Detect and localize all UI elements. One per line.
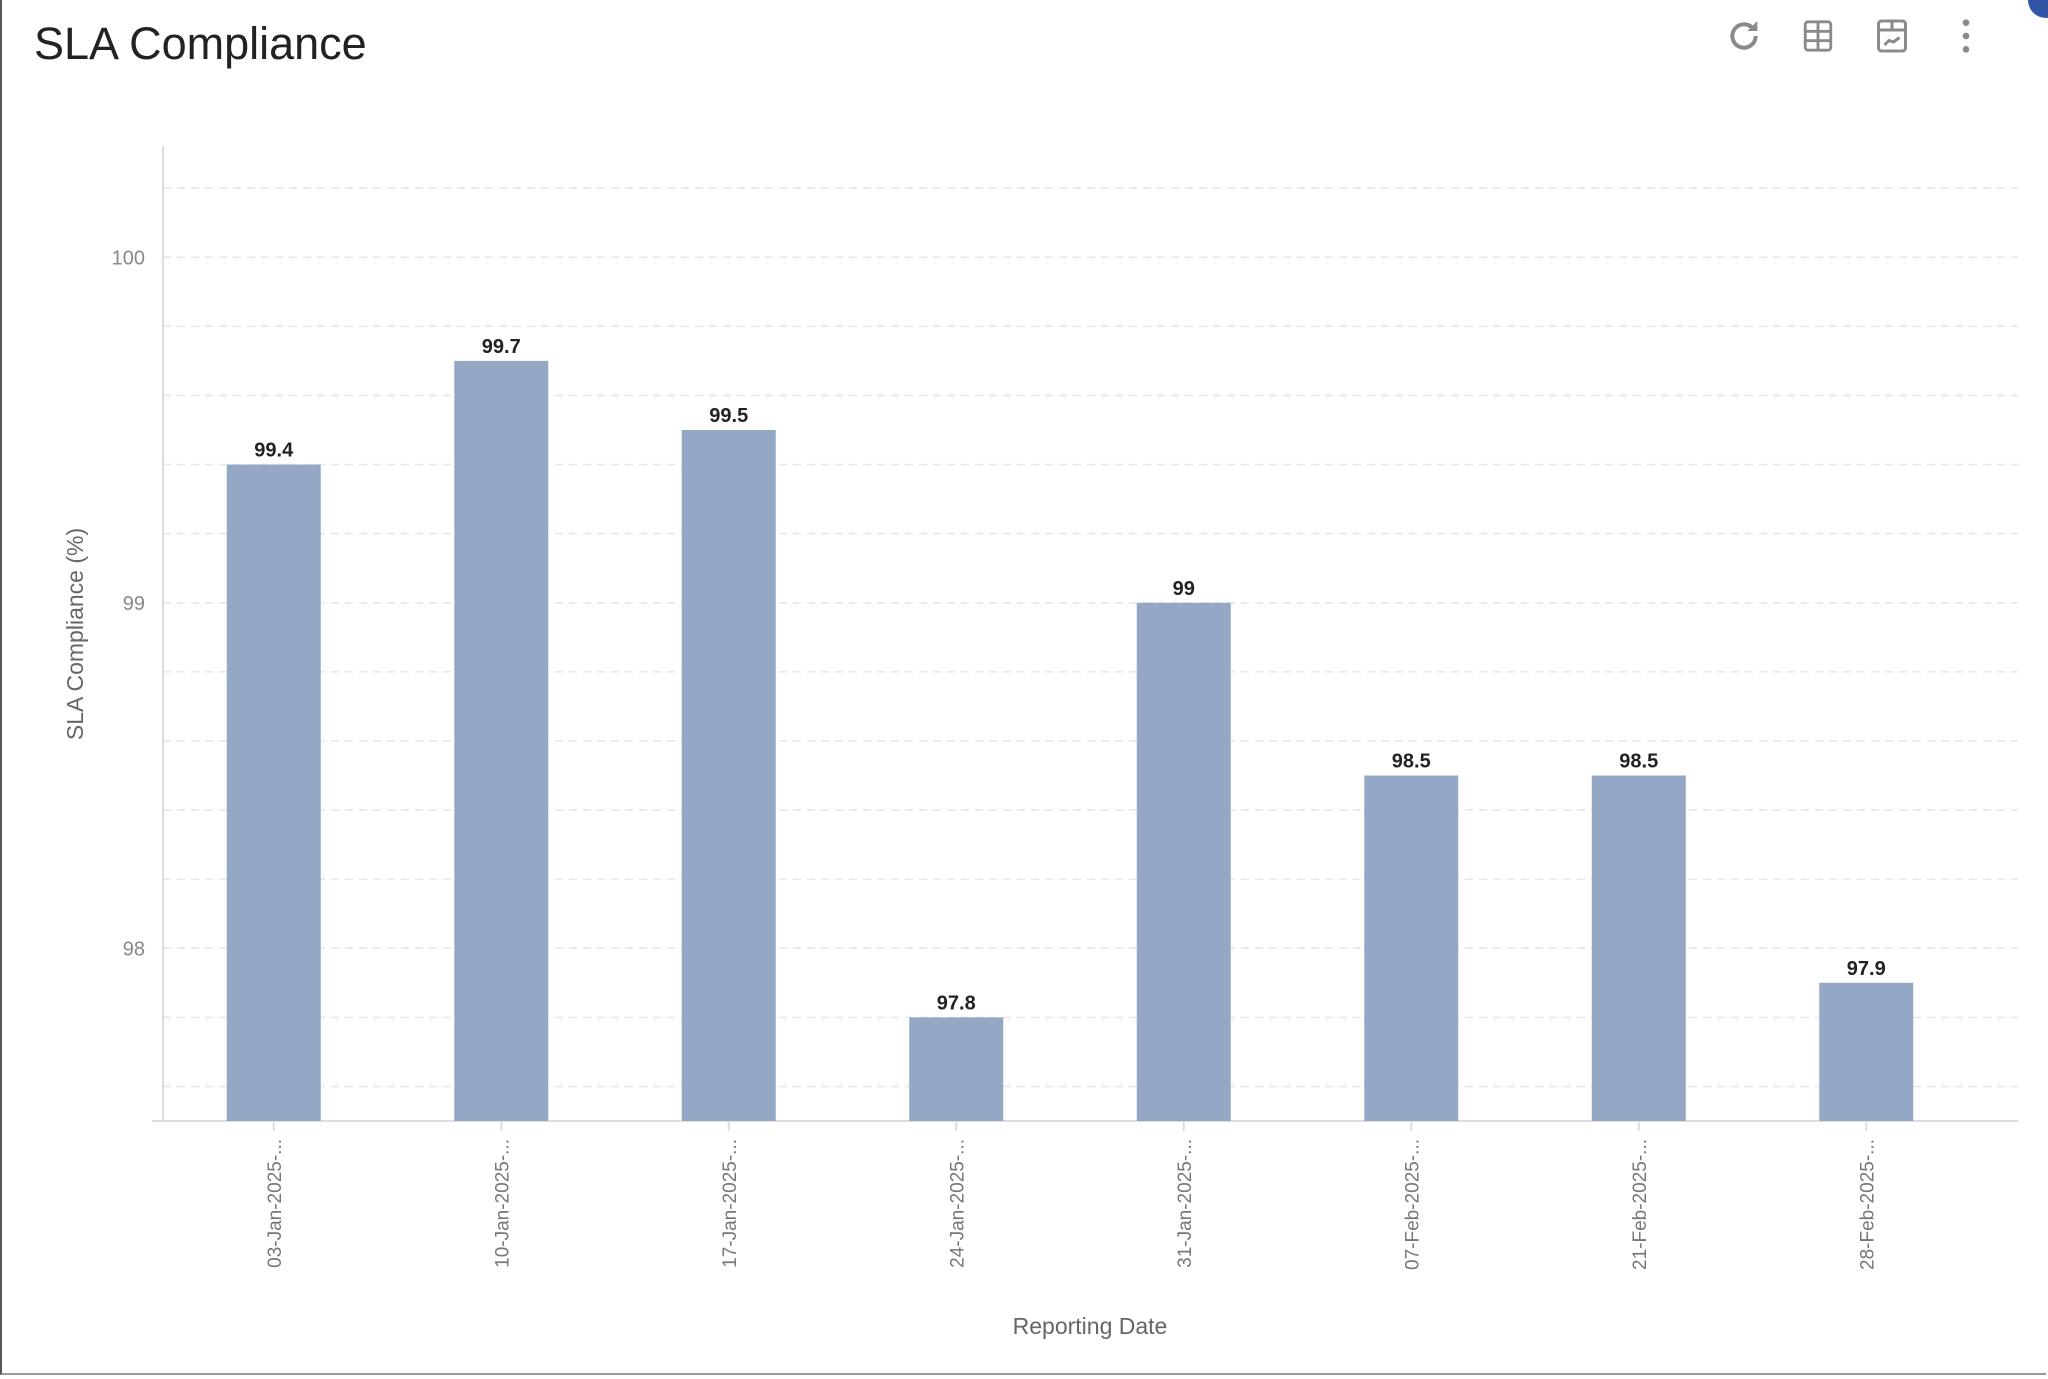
bar[interactable] xyxy=(454,360,549,1121)
data-label: 98.5 xyxy=(1392,751,1431,773)
refresh-icon xyxy=(1730,21,1758,50)
panel-title: SLA Compliance xyxy=(34,18,367,69)
table-view-button[interactable] xyxy=(1796,14,1840,58)
panel-toolbar xyxy=(1722,14,1988,58)
x-tick-label: 31-Jan-2025-... xyxy=(1175,1139,1196,1268)
x-tick-label: 03-Jan-2025-... xyxy=(265,1139,286,1268)
x-axis-label: Reporting Date xyxy=(1013,1313,1168,1339)
refresh-button[interactable] xyxy=(1722,14,1766,58)
y-tick-label: 99 xyxy=(123,593,145,615)
bar[interactable] xyxy=(1136,602,1231,1121)
bar[interactable] xyxy=(909,1017,1004,1121)
more-vertical-icon xyxy=(1962,19,1970,53)
data-label: 98.5 xyxy=(1619,751,1658,773)
chart-view-button[interactable] xyxy=(1870,14,1914,58)
data-label: 97.9 xyxy=(1847,958,1886,980)
bar[interactable] xyxy=(681,430,776,1121)
data-label: 99.7 xyxy=(482,336,521,358)
x-tick-label: 17-Jan-2025-... xyxy=(720,1139,741,1268)
x-tick-label: 28-Feb-2025-... xyxy=(1857,1139,1878,1270)
x-tick-label: 24-Jan-2025-... xyxy=(947,1139,968,1268)
more-options-button[interactable] xyxy=(1944,14,1988,58)
bar[interactable] xyxy=(1819,982,1914,1121)
x-tick-label: 10-Jan-2025-... xyxy=(492,1139,513,1268)
y-ticks: 98 99 100 xyxy=(112,247,145,960)
chart-view-icon xyxy=(1877,19,1907,53)
x-tick-labels: 03-Jan-2025-... 10-Jan-2025-... 17-Jan-202… xyxy=(265,1121,1878,1270)
bar[interactable] xyxy=(226,464,321,1121)
y-tick-label: 100 xyxy=(112,247,145,269)
data-label: 99 xyxy=(1173,578,1195,600)
y-axis-label: SLA Compliance (%) xyxy=(62,528,88,740)
table-icon xyxy=(1803,20,1833,52)
bars: 99.4 99.7 99.5 97.8 99 98.5 98.5 97.9 xyxy=(226,336,1914,1122)
data-label: 97.8 xyxy=(937,992,976,1014)
x-tick-label: 07-Feb-2025-... xyxy=(1402,1139,1423,1270)
data-label: 99.5 xyxy=(709,405,748,427)
gridlines xyxy=(163,187,2018,1088)
bar[interactable] xyxy=(1591,775,1686,1122)
bar[interactable] xyxy=(1364,775,1459,1122)
data-label: 99.4 xyxy=(254,440,294,462)
x-tick-label: 21-Feb-2025-... xyxy=(1630,1139,1651,1270)
y-tick-label: 98 xyxy=(123,938,145,960)
